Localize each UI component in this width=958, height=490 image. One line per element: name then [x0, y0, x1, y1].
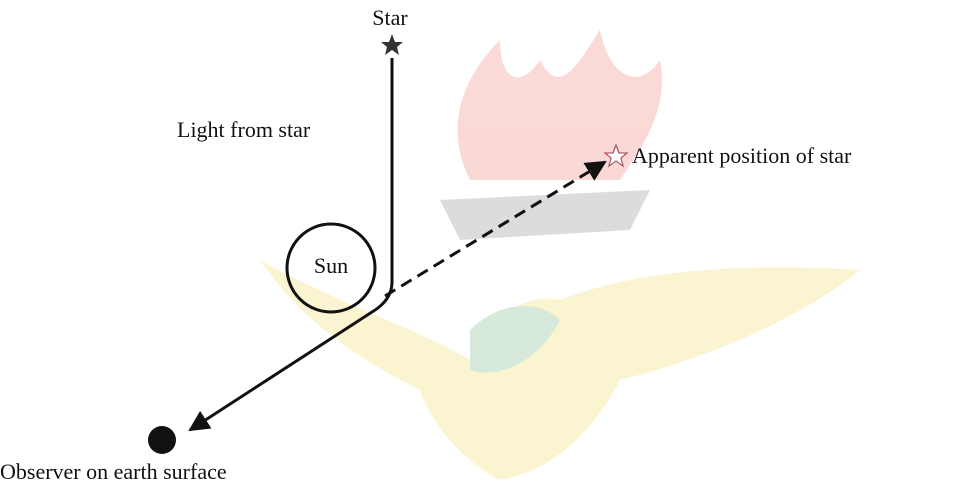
diagram: Star Light from star Sun Apparent positi… — [0, 0, 958, 490]
observer-label: Observer on earth surface — [0, 459, 227, 484]
star-icon — [381, 34, 403, 55]
observer-dot — [148, 426, 176, 454]
apparent-label: Apparent position of star — [632, 143, 852, 168]
light-ray — [190, 58, 392, 430]
sun-label: Sun — [314, 253, 348, 278]
light-label: Light from star — [177, 117, 311, 142]
watermark — [260, 30, 860, 480]
star-label: Star — [372, 5, 408, 30]
